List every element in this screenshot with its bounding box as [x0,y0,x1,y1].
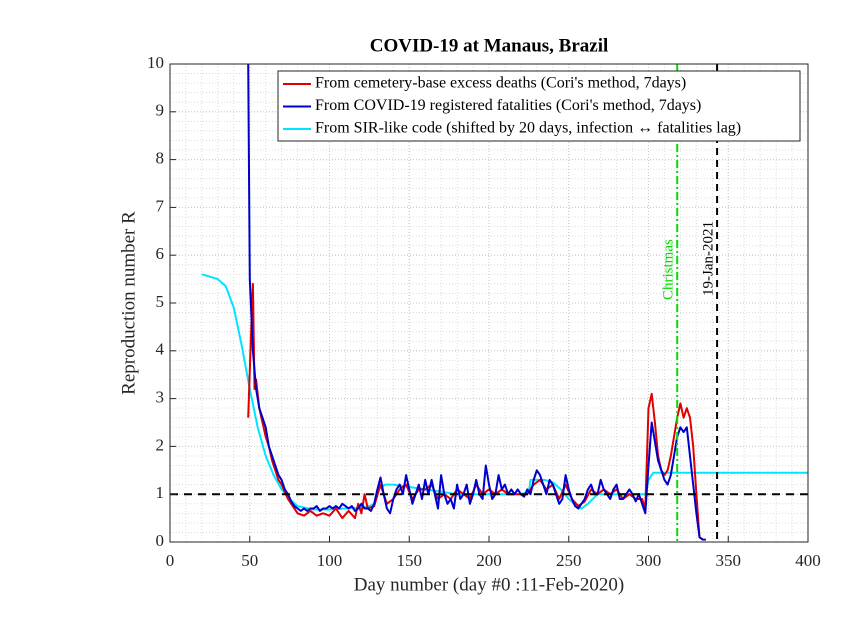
legend-label: From cemetery-base excess deaths (Cori's… [315,75,686,92]
x-tick-label: 350 [716,551,742,570]
y-tick-label: 8 [156,149,165,168]
y-tick-label: 9 [156,101,165,120]
x-tick-label: 300 [636,551,662,570]
y-axis-label: Reproduction number R [118,211,139,395]
x-tick-label: 150 [397,551,423,570]
y-tick-label: 6 [156,244,165,263]
x-tick-label: 250 [556,551,582,570]
y-tick-label: 1 [156,483,165,502]
y-tick-label: 0 [156,531,165,550]
x-tick-label: 0 [166,551,175,570]
x-tick-label: 400 [795,551,821,570]
x-tick-label: 100 [317,551,343,570]
y-tick-label: 7 [156,196,165,215]
series-line [201,273,808,511]
legend-label: From COVID-19 registered fatalities (Cor… [315,97,701,114]
y-tick-label: 2 [156,435,165,454]
y-tick-label: 4 [156,340,165,359]
legend-label: From SIR-like code (shifted by 20 days, … [315,120,741,137]
y-tick-label: 10 [147,53,164,72]
y-tick-label: 5 [156,292,165,311]
chart-title: COVID-19 at Manaus, Brazil [370,35,609,56]
x-tick-label: 50 [241,551,258,570]
series-line [247,64,706,541]
y-tick-label: 3 [156,388,165,407]
x-tick-label: 200 [476,551,502,570]
event-label: Christmas [661,239,677,300]
legend-box [277,70,801,142]
event-label: 19-Jan-2021 [701,221,717,296]
x-axis-label: Day number (day #0 :11-Feb-2020) [354,574,625,595]
